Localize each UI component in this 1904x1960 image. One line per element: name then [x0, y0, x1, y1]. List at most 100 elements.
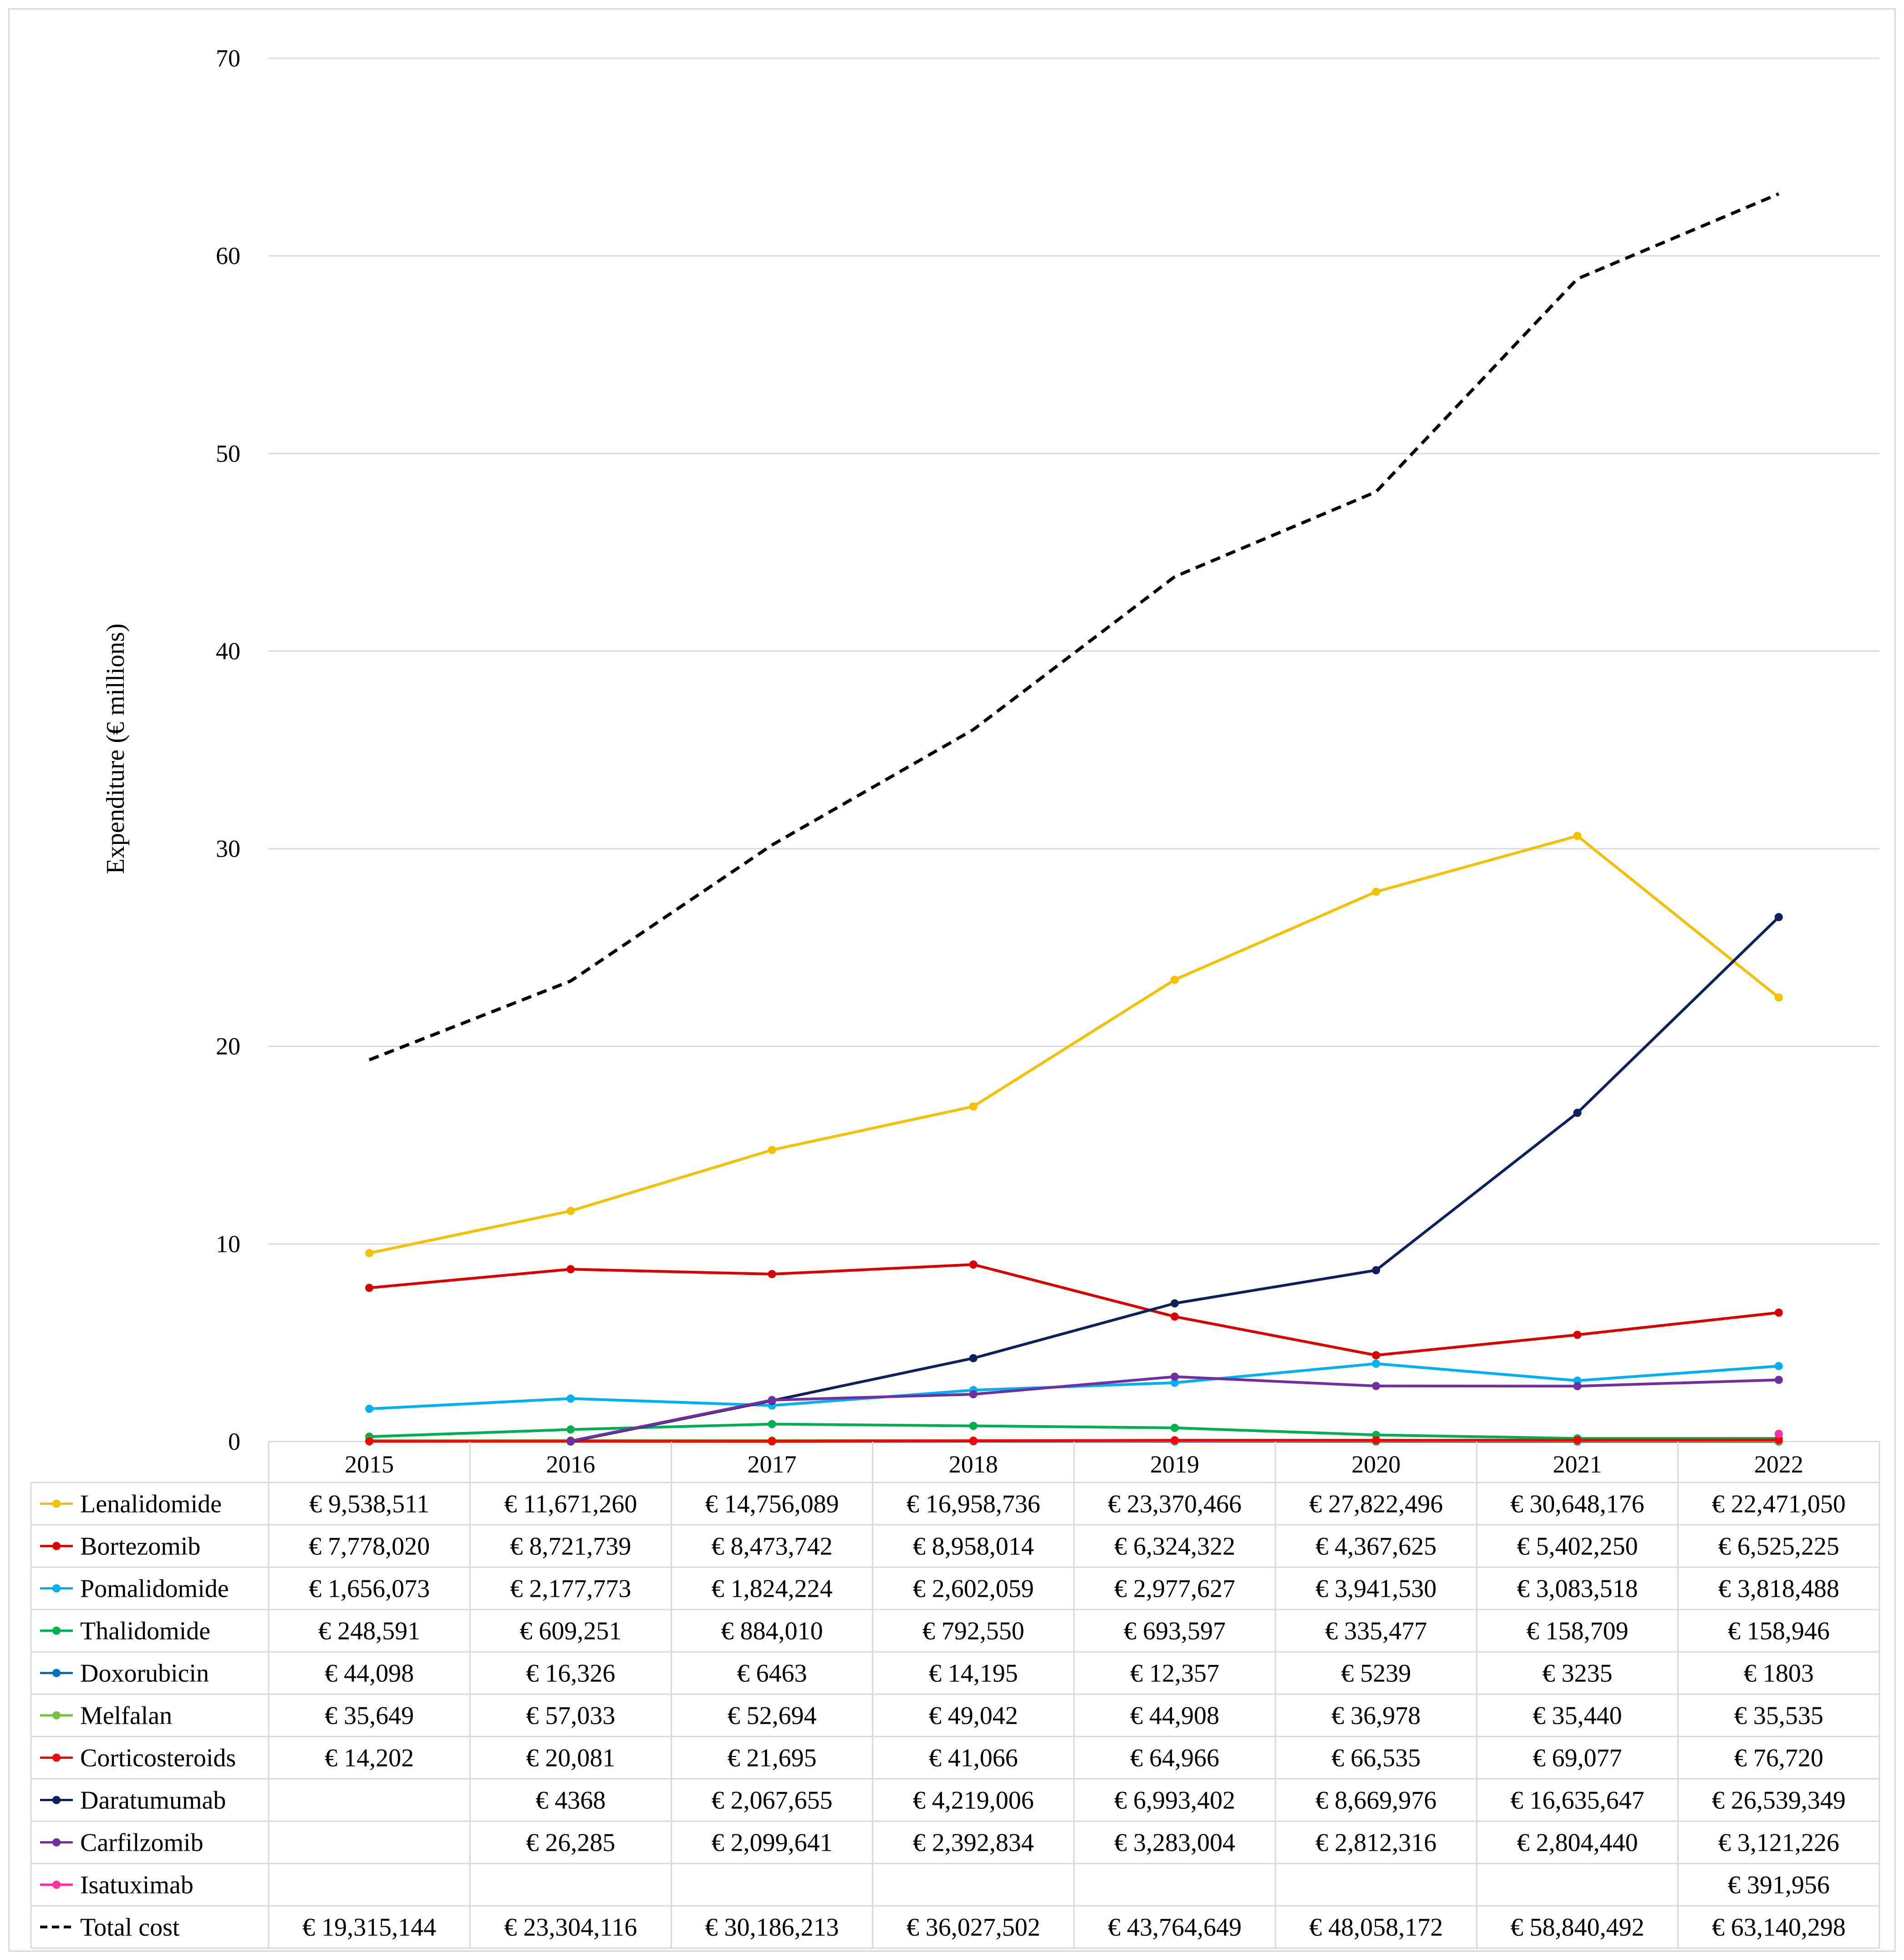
legend-marker-melfalan [52, 1711, 61, 1720]
table-cell-doxorubicin-2020: € 5239 [1341, 1660, 1411, 1688]
y-tick-30: 30 [216, 835, 240, 863]
table-cell-corticosteroids-2017: € 21,695 [728, 1744, 817, 1772]
point-daratumumab-2019 [1171, 1299, 1179, 1308]
table-cell-pomalidomide-2017: € 1,824,224 [712, 1575, 833, 1603]
point-lenalidomide-2020 [1372, 888, 1380, 896]
table-cell-melfalan-2016: € 57,033 [526, 1702, 615, 1730]
point-daratumumab-2021 [1573, 1108, 1582, 1117]
legend-label-lenalidomide: Lenalidomide [80, 1490, 222, 1518]
table-cell-total-cost-2018: € 36,027,502 [906, 1914, 1040, 1942]
legend-label-pomalidomide: Pomalidomide [80, 1575, 229, 1603]
table-cell-corticosteroids-2018: € 41,066 [929, 1744, 1018, 1772]
table-cell-carfilzomib-2016: € 26,285 [526, 1829, 615, 1857]
point-corticosteroids-2021 [1573, 1436, 1582, 1445]
legend-marker-daratumumab [52, 1796, 61, 1804]
point-corticosteroids-2018 [969, 1437, 977, 1445]
point-thalidomide-2019 [1171, 1423, 1179, 1432]
legend-label-doxorubicin: Doxorubicin [80, 1660, 209, 1688]
table-cell-thalidomide-2022: € 158,946 [1728, 1617, 1830, 1645]
table-cell-bortezomib-2021: € 5,402,250 [1517, 1533, 1638, 1561]
chart-frame [8, 8, 1896, 1952]
x-tick-2021: 2021 [1553, 1451, 1602, 1478]
table-cell-carfilzomib-2017: € 2,099,641 [712, 1829, 833, 1857]
legend-marker-isatuximab [52, 1880, 61, 1889]
legend-label-thalidomide: Thalidomide [80, 1617, 210, 1645]
table-cell-carfilzomib-2022: € 3,121,226 [1718, 1829, 1839, 1857]
table-cell-isatuximab-2022: € 391,956 [1728, 1871, 1830, 1899]
table-cell-corticosteroids-2020: € 66,535 [1331, 1744, 1420, 1772]
table-cell-total-cost-2015: € 19,315,144 [302, 1914, 436, 1942]
table-cell-carfilzomib-2020: € 2,812,316 [1315, 1829, 1436, 1857]
point-pomalidomide-2022 [1774, 1362, 1783, 1371]
table-cell-melfalan-2017: € 52,694 [728, 1702, 817, 1730]
table-cell-thalidomide-2018: € 792,550 [922, 1617, 1024, 1645]
point-lenalidomide-2017 [768, 1146, 776, 1154]
point-carfilzomib-2021 [1573, 1382, 1582, 1391]
table-cell-melfalan-2022: € 35,535 [1734, 1702, 1823, 1730]
table-cell-pomalidomide-2019: € 2,977,627 [1114, 1575, 1235, 1603]
x-tick-2016: 2016 [546, 1451, 595, 1478]
table-cell-lenalidomide-2015: € 9,538,511 [309, 1490, 429, 1518]
table-cell-lenalidomide-2019: € 23,370,466 [1108, 1490, 1242, 1518]
series-line-thalidomide [369, 1422, 1779, 1440]
point-corticosteroids-2017 [768, 1437, 776, 1446]
legend-marker-corticosteroids [52, 1753, 61, 1762]
x-tick-2020: 2020 [1351, 1451, 1400, 1478]
legend-label-isatuximab: Isatuximab [80, 1871, 193, 1899]
legend-marker-pomalidomide [52, 1584, 61, 1593]
point-bortezomib-2017 [768, 1270, 776, 1279]
point-bortezomib-2020 [1372, 1351, 1380, 1360]
point-lenalidomide-2019 [1171, 975, 1179, 984]
x-tick-2019: 2019 [1150, 1451, 1199, 1478]
y-tick-10: 10 [216, 1230, 240, 1258]
table-cell-doxorubicin-2018: € 14,195 [929, 1660, 1018, 1688]
series-lines [365, 192, 1783, 1446]
table-cell-total-cost-2022: € 63,140,298 [1712, 1914, 1846, 1942]
legend-marker-bortezomib [52, 1542, 61, 1550]
y-tick-40: 40 [216, 637, 240, 665]
y-tick-20: 20 [216, 1033, 240, 1060]
point-carfilzomib-2018 [969, 1390, 977, 1399]
point-pomalidomide-2020 [1372, 1359, 1380, 1368]
legend-label-melfalan: Melfalan [80, 1702, 172, 1730]
point-corticosteroids-2022 [1774, 1436, 1783, 1444]
point-bortezomib-2022 [1774, 1308, 1783, 1317]
table-cell-total-cost-2016: € 23,304,116 [504, 1914, 637, 1942]
legend-marker-carfilzomib [52, 1838, 61, 1847]
table-cell-daratumumab-2020: € 8,669,976 [1315, 1787, 1436, 1815]
y-tick-0: 0 [228, 1428, 240, 1455]
x-tick-2015: 2015 [345, 1451, 394, 1478]
legend-label-bortezomib: Bortezomib [80, 1533, 200, 1561]
x-tick-2018: 2018 [949, 1451, 998, 1478]
series-line-bortezomib [369, 1263, 1779, 1357]
table-cell-doxorubicin-2021: € 3235 [1543, 1660, 1613, 1688]
table-cell-total-cost-2020: € 48,058,172 [1309, 1914, 1443, 1942]
table-cell-thalidomide-2019: € 693,597 [1124, 1617, 1226, 1645]
table-cell-lenalidomide-2018: € 16,958,736 [906, 1490, 1040, 1518]
table-cell-bortezomib-2015: € 7,778,020 [309, 1533, 430, 1561]
point-thalidomide-2017 [768, 1420, 776, 1428]
table-cell-melfalan-2020: € 36,978 [1331, 1702, 1420, 1730]
table-cell-pomalidomide-2015: € 1,656,073 [309, 1575, 430, 1603]
point-bortezomib-2021 [1573, 1330, 1582, 1339]
table-cell-pomalidomide-2021: € 3,083,518 [1517, 1575, 1638, 1603]
point-daratumumab-2018 [969, 1354, 977, 1362]
point-pomalidomide-2019 [1171, 1378, 1179, 1387]
table-cell-total-cost-2017: € 30,186,213 [705, 1914, 839, 1942]
point-lenalidomide-2016 [566, 1207, 575, 1215]
point-corticosteroids-2015 [365, 1437, 374, 1446]
legend-marker-doxorubicin [52, 1669, 61, 1677]
point-bortezomib-2015 [365, 1284, 374, 1292]
legend-label-corticosteroids: Corticosteroids [80, 1744, 236, 1772]
table-cell-doxorubicin-2022: € 1803 [1744, 1660, 1814, 1688]
series-line-daratumumab [570, 916, 1780, 1443]
legend-marker-lenalidomide [52, 1499, 61, 1508]
table-cell-melfalan-2018: € 49,042 [929, 1702, 1018, 1730]
table-cell-corticosteroids-2015: € 14,202 [325, 1744, 414, 1772]
table-cell-doxorubicin-2019: € 12,357 [1130, 1660, 1219, 1688]
table-cell-bortezomib-2017: € 8,473,742 [712, 1533, 833, 1561]
point-lenalidomide-2022 [1774, 993, 1783, 1002]
table-cell-carfilzomib-2019: € 3,283,004 [1114, 1829, 1235, 1857]
point-carfilzomib-2017 [768, 1396, 776, 1404]
